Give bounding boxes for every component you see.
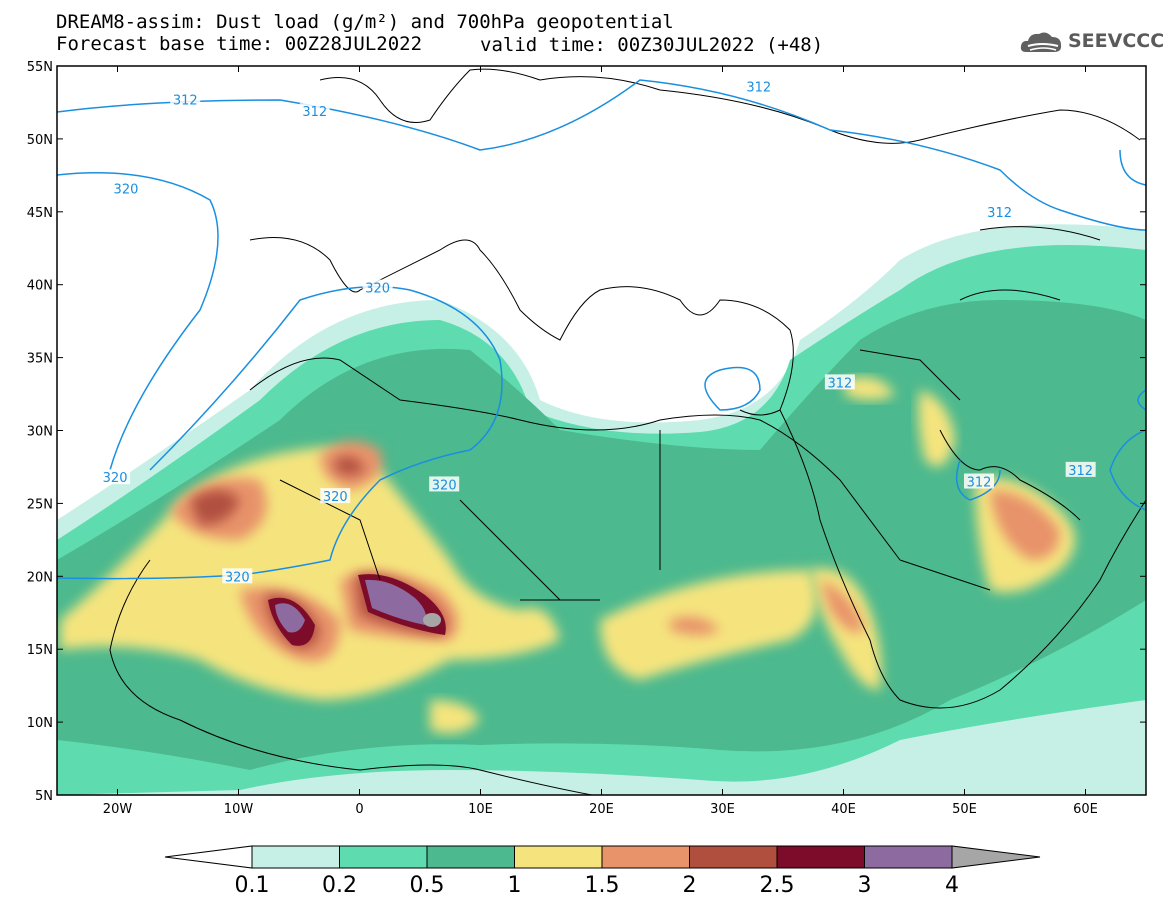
contour-label-bg <box>824 374 855 390</box>
lon-tick-label: 10W <box>224 802 254 817</box>
contour-labels: 312 312 312 312 312 312 312 320 320 320 320 320 320 <box>100 78 1096 585</box>
contour-label: 312 <box>173 94 198 109</box>
lat-tick-label: 35N <box>27 352 53 367</box>
contour-label-bg <box>1065 461 1096 477</box>
contour-label-bg <box>110 180 141 196</box>
lat-tick-label: 50N <box>27 133 53 148</box>
contour-label-bg <box>984 203 1015 219</box>
contour-label-bg <box>743 78 774 94</box>
contour-label: 312 <box>827 376 852 391</box>
colorbar-swatch <box>426 845 515 869</box>
contour-label-bg <box>320 488 351 504</box>
lat-tick-label: 30N <box>27 425 53 440</box>
dust-field: 312 312 312 312 312 312 312 320 320 320 320 320 320 <box>57 66 1146 795</box>
contour-label: 320 <box>432 478 457 493</box>
colorbar-label: 1.5 <box>585 873 620 898</box>
colorbar-swatch <box>689 845 778 869</box>
colorbar-label: 1 <box>508 873 522 898</box>
contour-label-bg <box>100 469 131 485</box>
lon-tick-label: 50E <box>952 802 977 817</box>
contour-label-bg <box>170 91 201 107</box>
contour-label: 320 <box>114 182 139 197</box>
contour-label: 312 <box>302 105 327 120</box>
contour-label: 312 <box>967 476 992 491</box>
colorbar-label: 4 <box>945 873 959 898</box>
lat-tick-label: 25N <box>27 497 53 512</box>
colorbar-label: 0.5 <box>410 873 445 898</box>
contour-label: 320 <box>365 282 390 297</box>
colorbar-low-arrow <box>164 845 253 869</box>
lon-tick-label: 0 <box>355 802 363 817</box>
chart-title: DREAM8-assim: Dust load (g/m²) and 700hP… <box>56 11 674 33</box>
colorbar-swatch <box>339 845 428 869</box>
lon-tick-label: 20E <box>589 802 614 817</box>
contour-label: 312 <box>987 206 1012 221</box>
land-outlines <box>109 68 1146 795</box>
contour-label: 320 <box>103 471 128 486</box>
lat-tick-label: 45N <box>27 206 53 221</box>
lat-tick-label: 55N <box>27 60 53 75</box>
colorbar-label: 2 <box>683 873 697 898</box>
lon-tick-label: 60E <box>1073 802 1098 817</box>
valid-time: valid time: 00Z30JUL2022 (+48) <box>480 34 824 56</box>
colorbar-label: 0.2 <box>322 873 357 898</box>
colorbar-swatch <box>776 845 865 869</box>
contour-label-bg <box>429 476 460 492</box>
contour-label: 312 <box>746 80 771 95</box>
lat-tick-label: 20N <box>27 570 53 585</box>
geopotential-contours <box>57 79 1146 580</box>
contour-label-bg <box>362 279 393 295</box>
lat-tick-label: 40N <box>27 279 53 294</box>
lat-tick-label: 15N <box>27 643 53 658</box>
colorbar-swatch <box>601 845 690 869</box>
dust-band-4 <box>423 613 441 627</box>
axis-ticks: 20W 10W 0 10E 20E 30E 40E 50E 60E 55N 50N 45N 40N 35N… <box>27 60 1146 817</box>
colorbar-swatch <box>251 845 340 869</box>
colorbar-swatch <box>514 845 603 869</box>
colorbar-label: 3 <box>858 873 872 898</box>
dust-band-3 <box>275 579 427 633</box>
colorbar-high-arrow <box>951 845 1041 869</box>
lon-tick-label: 20W <box>103 802 133 817</box>
contour-label-bg <box>222 568 253 584</box>
forecast-base-time: Forecast base time: 00Z28JUL2022 <box>56 33 423 55</box>
colorbar: 0.1 0.2 0.5 1 1.5 2 2.5 3 4 <box>164 845 1041 898</box>
lon-tick-label: 40E <box>831 802 856 817</box>
colorbar-label: 2.5 <box>760 873 795 898</box>
lon-tick-label: 10E <box>468 802 493 817</box>
colorbar-swatch <box>864 845 953 869</box>
seevccc-logo: SEEVCCC <box>1018 24 1164 60</box>
lon-tick-label: 30E <box>710 802 735 817</box>
contour-label: 312 <box>1068 464 1093 479</box>
colorbar-label: 0.1 <box>235 873 270 898</box>
contour-label-bg <box>964 473 995 489</box>
contour-label: 320 <box>323 490 348 505</box>
contour-label-bg <box>299 103 330 119</box>
lat-tick-label: 5N <box>35 789 53 804</box>
lat-tick-label: 10N <box>27 716 53 731</box>
cloud-logo-icon <box>1020 32 1062 52</box>
logo-text: SEEVCCC <box>1068 30 1165 52</box>
contour-label: 320 <box>225 570 250 585</box>
